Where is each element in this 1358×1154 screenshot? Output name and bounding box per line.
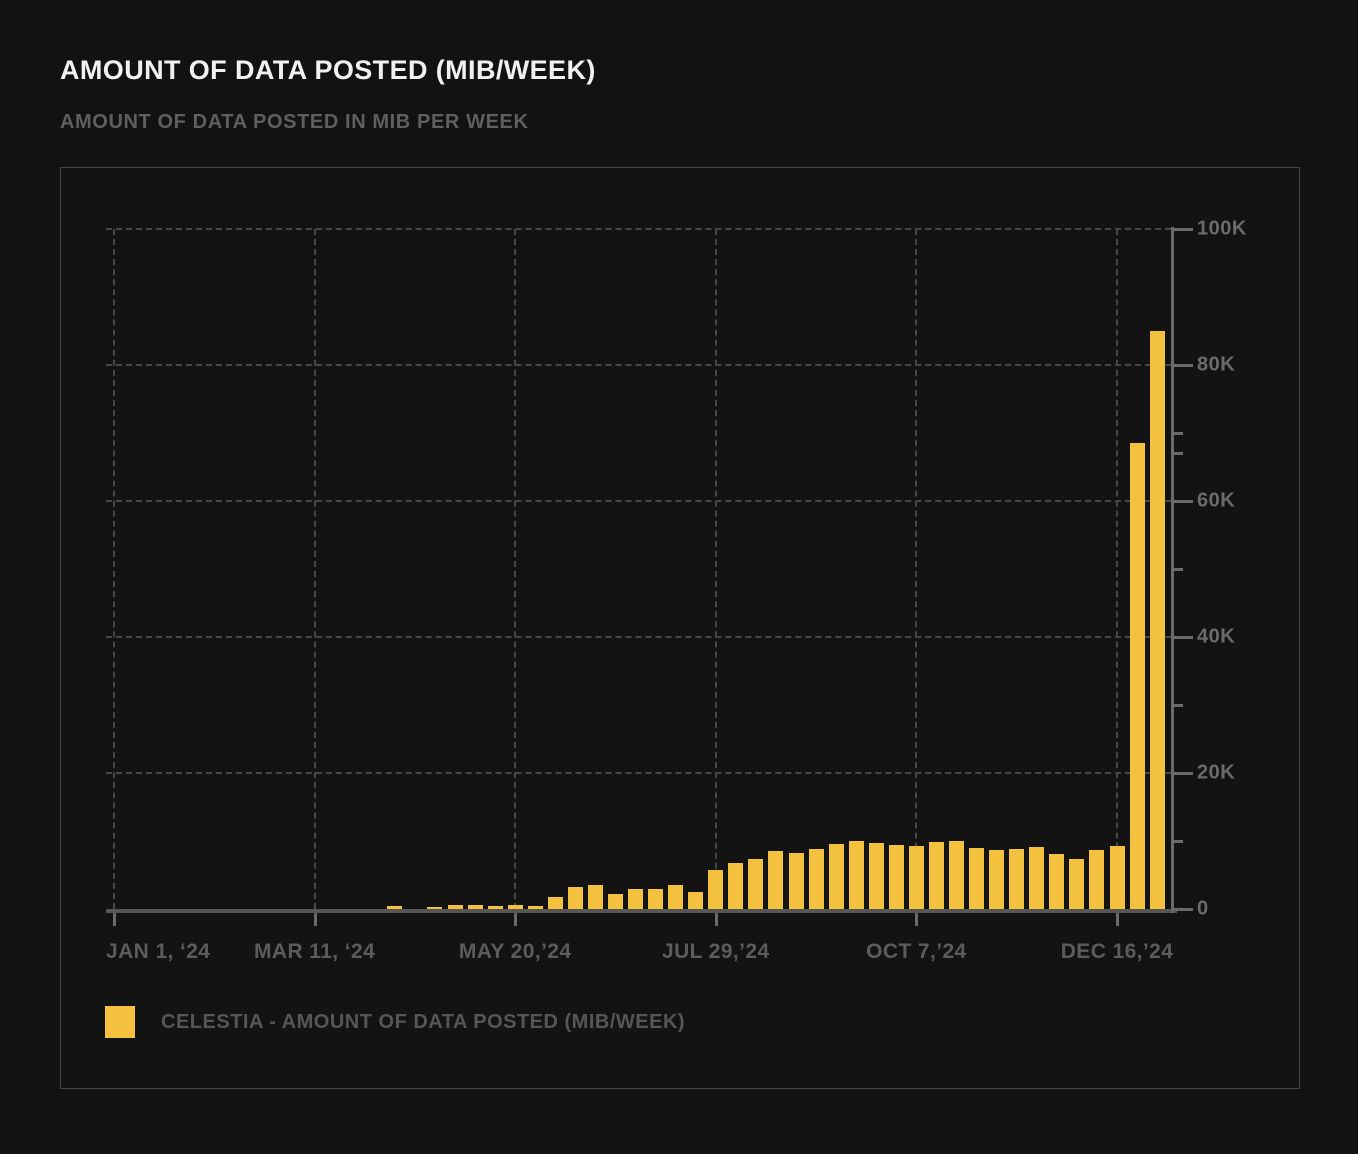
bar[interactable]	[1109, 845, 1125, 909]
y-axis-tick-label: 80K	[1197, 353, 1236, 376]
gridline-vertical	[915, 229, 918, 909]
y-axis-tick-label: 100K	[1197, 217, 1247, 240]
x-axis-tick	[113, 913, 116, 926]
x-axis-tick-label: DEC 16,’24	[1060, 940, 1174, 963]
y-axis-minor-tick	[1171, 840, 1183, 843]
x-axis-line	[106, 909, 1177, 913]
gridline-vertical	[714, 229, 717, 909]
bar[interactable]	[567, 887, 583, 909]
gridline-horizontal	[106, 228, 1171, 230]
bar[interactable]	[848, 841, 864, 909]
bar[interactable]	[527, 905, 543, 909]
bar[interactable]	[808, 849, 824, 909]
bar[interactable]	[1029, 847, 1045, 909]
y-axis-major-tick	[1171, 228, 1193, 231]
y-axis-major-tick	[1171, 636, 1193, 639]
bar[interactable]	[507, 904, 523, 909]
bar[interactable]	[788, 853, 804, 909]
y-axis-minor-tick	[1171, 704, 1183, 707]
y-axis-tick-label: 60K	[1197, 489, 1236, 512]
bar[interactable]	[928, 842, 944, 909]
bar[interactable]	[688, 892, 704, 909]
bar[interactable]	[1069, 858, 1085, 909]
page-subtitle: AMOUNT OF DATA POSTED IN MIB PER WEEK	[60, 111, 529, 133]
chart-panel: 0 20K 40K 60K 80K 100K JAN 1, ‘24 MAR 11, ‘24 MA…	[60, 167, 1300, 1089]
y-axis-major-tick	[1171, 908, 1193, 911]
y-axis-tick-label: 40K	[1197, 625, 1236, 648]
bar[interactable]	[447, 904, 463, 909]
bar[interactable]	[768, 850, 784, 909]
bar[interactable]	[628, 888, 644, 909]
y-axis-minor-tick	[1171, 452, 1183, 456]
legend[interactable]: CELESTIA - AMOUNT OF DATA POSTED (MIB/WE…	[105, 1006, 685, 1038]
bar[interactable]	[868, 843, 884, 909]
bar[interactable]	[427, 906, 443, 909]
y-axis-major-tick	[1171, 772, 1193, 775]
gridline-horizontal	[106, 500, 1171, 502]
bar[interactable]	[1049, 853, 1065, 909]
bar[interactable]	[668, 884, 684, 909]
x-axis-tick-label: OCT 7,’24	[866, 940, 967, 963]
bar[interactable]	[949, 841, 965, 909]
legend-swatch-celestia	[105, 1006, 135, 1038]
y-axis-major-tick	[1171, 364, 1193, 367]
bar[interactable]	[708, 869, 724, 909]
bar[interactable]	[888, 845, 904, 909]
y-axis-major-tick	[1171, 500, 1193, 503]
y-axis-tick-label: 0	[1197, 897, 1209, 920]
page-title: AMOUNT OF DATA POSTED (MIB/WEEK)	[60, 55, 596, 85]
bar[interactable]	[748, 858, 764, 909]
bar[interactable]	[1089, 849, 1105, 909]
bar[interactable]	[387, 906, 403, 909]
bar[interactable]	[487, 905, 503, 909]
gridline-vertical	[113, 229, 115, 909]
x-axis-tick	[714, 913, 718, 926]
bar[interactable]	[547, 896, 563, 909]
bar[interactable]	[467, 904, 483, 909]
x-axis-tick	[1116, 913, 1119, 926]
bar[interactable]	[608, 894, 623, 909]
bar[interactable]	[989, 849, 1005, 909]
legend-label: CELESTIA - AMOUNT OF DATA POSTED (MIB/WE…	[161, 1010, 686, 1033]
gridline-horizontal	[106, 636, 1171, 638]
gridline-horizontal	[106, 772, 1171, 774]
bar[interactable]	[969, 847, 985, 909]
bar[interactable]	[1009, 849, 1025, 909]
bar-chart-plot-area: 0 20K 40K 60K 80K 100K JAN 1, ‘24 MAR 11, ‘24 MA…	[61, 168, 1299, 1088]
bar[interactable]	[587, 884, 603, 909]
bar[interactable]	[728, 863, 744, 909]
x-axis-tick-label: MAR 11, ‘24	[254, 940, 376, 963]
bar[interactable]	[908, 845, 924, 909]
x-axis-tick	[514, 913, 518, 926]
y-axis-minor-tick	[1171, 432, 1183, 435]
gridline-horizontal	[106, 364, 1171, 366]
x-axis-tick-label: JUL 29,’24	[662, 940, 770, 963]
y-axis-tick-label: 20K	[1197, 761, 1236, 784]
bar[interactable]	[1149, 331, 1165, 909]
gridline-vertical	[514, 229, 517, 909]
y-axis-minor-tick	[1171, 568, 1183, 571]
bar[interactable]	[1129, 443, 1145, 909]
bar[interactable]	[828, 844, 844, 909]
bar[interactable]	[648, 888, 664, 909]
x-axis-tick	[915, 913, 919, 926]
x-axis-tick-label: JAN 1, ‘24	[106, 940, 211, 963]
gridline-vertical	[313, 229, 316, 909]
gridline-vertical	[1116, 229, 1118, 909]
x-axis-tick	[313, 913, 317, 926]
x-axis-tick-label: MAY 20,’24	[458, 940, 572, 963]
